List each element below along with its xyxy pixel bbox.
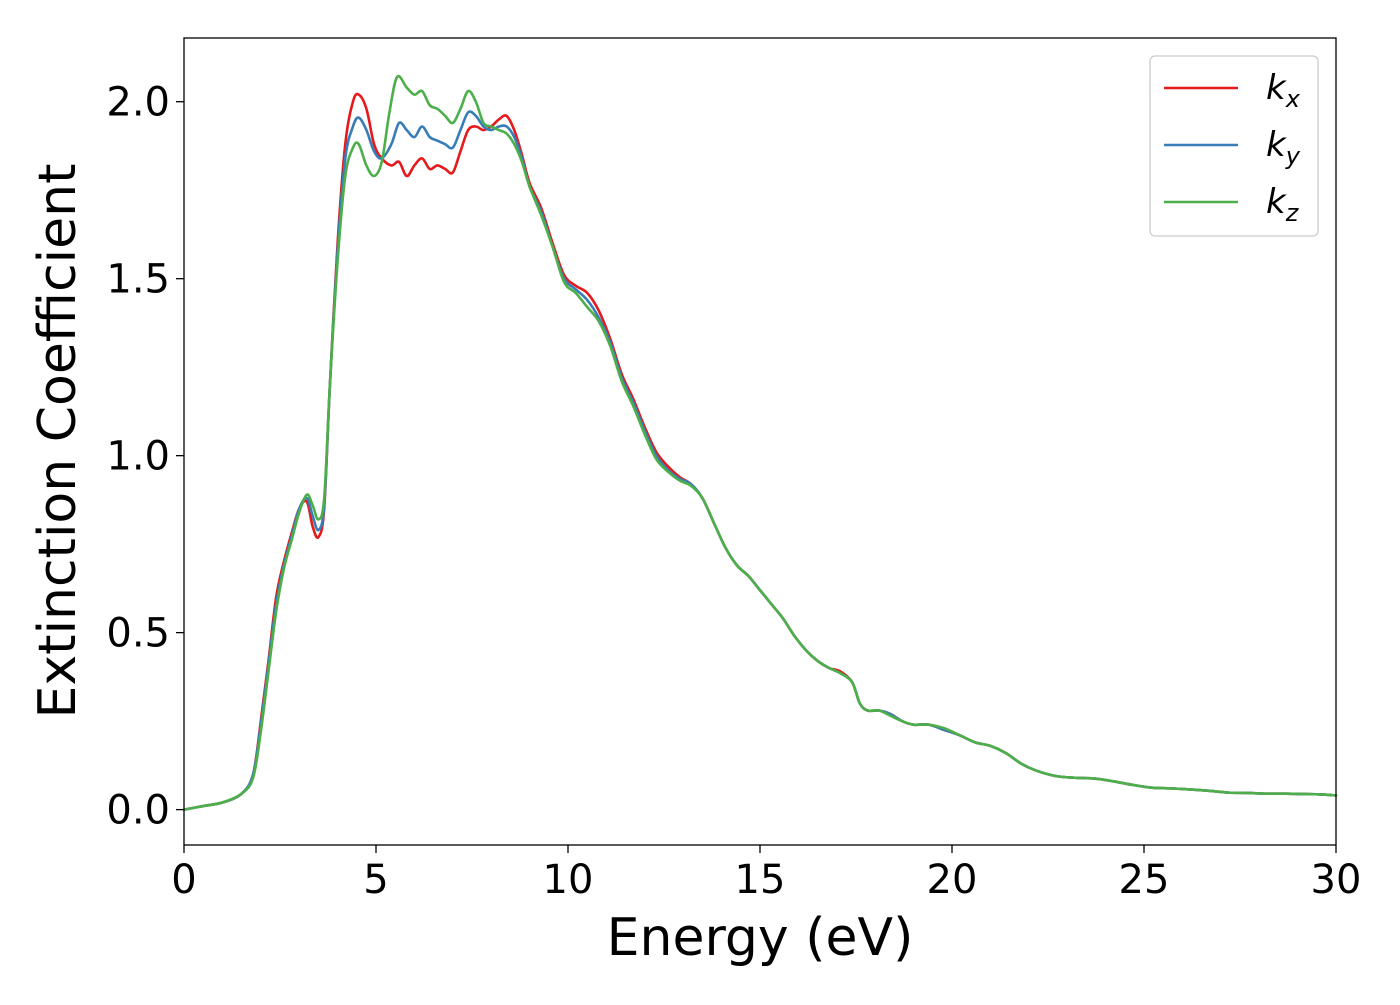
y-tick-label: 0.5 — [106, 611, 170, 657]
x-axis-title: Energy (eV) — [607, 908, 914, 968]
y-tick-label: 1.0 — [106, 434, 170, 480]
y-tick-label: 0.0 — [106, 788, 170, 834]
legend-label-kz: kz — [1266, 182, 1300, 227]
legend-label-base: k — [1266, 68, 1287, 108]
x-tick-label: 25 — [1119, 857, 1170, 903]
legend-label-base: k — [1266, 182, 1287, 222]
legend-label-kx: kx — [1266, 68, 1301, 113]
series-line-kz — [182, 74, 1338, 811]
legend-label-base: k — [1266, 125, 1287, 165]
y-axis: 0.0 0.5 1.0 1.5 2.0 — [106, 80, 184, 834]
legend-label-subscript: z — [1285, 199, 1300, 227]
x-tick-label: 5 — [363, 857, 388, 903]
legend-label-ky: ky — [1266, 125, 1301, 170]
x-tick-label: 15 — [735, 857, 786, 903]
legend-label-subscript: x — [1285, 85, 1301, 113]
x-axis: 0 5 10 15 20 25 30 — [171, 845, 1361, 903]
x-tick-label: 20 — [927, 857, 978, 903]
legend-label-subscript: y — [1285, 142, 1301, 170]
x-tick-label: 0 — [171, 857, 196, 903]
y-tick-label: 2.0 — [106, 80, 170, 126]
y-tick-label: 1.5 — [106, 257, 170, 303]
y-axis-title: Extinction Coefficient — [28, 164, 88, 719]
x-tick-label: 30 — [1311, 857, 1362, 903]
x-tick-label: 10 — [543, 857, 594, 903]
series-layer — [182, 74, 1338, 811]
